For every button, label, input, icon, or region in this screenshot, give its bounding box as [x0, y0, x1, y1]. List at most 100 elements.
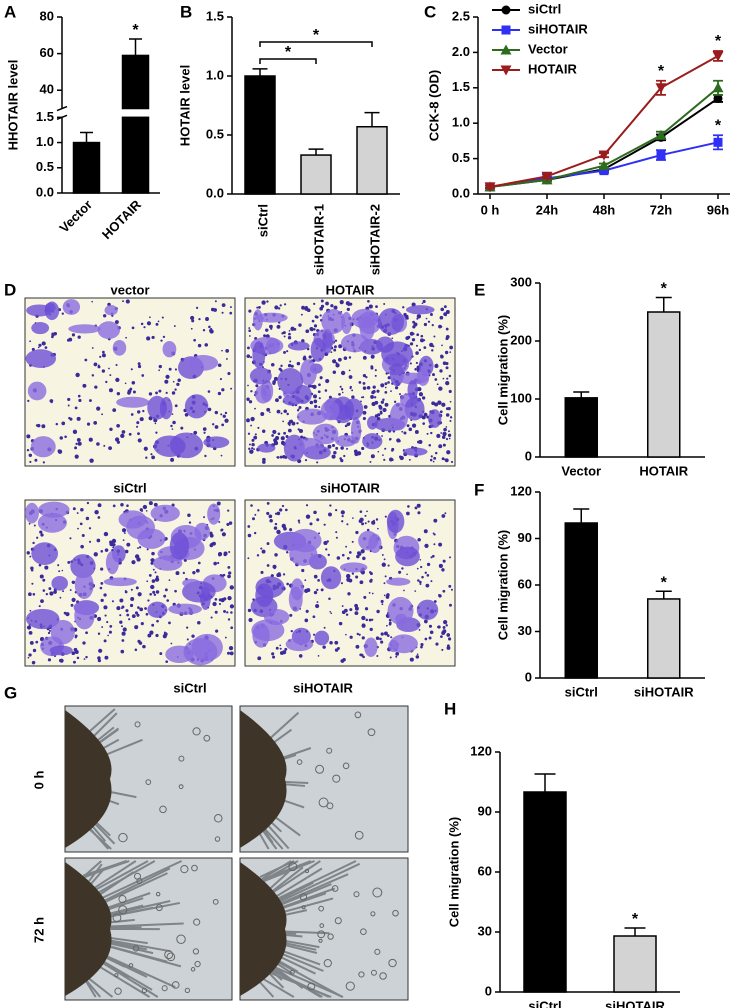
cell-cluster — [252, 623, 270, 648]
cell-dot — [148, 501, 153, 506]
cell-dot — [58, 659, 62, 662]
cell-dot — [313, 394, 317, 399]
cell-dot — [319, 376, 323, 380]
cell-dot — [168, 367, 172, 371]
cell-process — [102, 897, 144, 912]
cell-dot — [361, 623, 366, 627]
cell-cluster — [395, 546, 420, 567]
cell-dot — [137, 362, 141, 366]
cell-dot — [227, 618, 231, 621]
cell-cluster — [191, 633, 223, 661]
cell-dot — [336, 556, 341, 560]
cell — [118, 905, 128, 915]
cell-dot — [384, 391, 388, 394]
cell-dot — [66, 338, 70, 342]
cell-cluster — [31, 542, 59, 566]
cell-dot — [296, 409, 300, 412]
cell-dot — [384, 402, 389, 407]
cell — [296, 759, 303, 765]
cell — [354, 711, 362, 719]
cell-dot — [108, 367, 110, 370]
cell-dot — [223, 551, 228, 556]
cell-cluster — [25, 349, 57, 369]
cell — [164, 950, 174, 960]
cell-dot — [217, 363, 222, 368]
cell-dot — [203, 516, 206, 519]
significance: * — [285, 44, 292, 61]
cell-dot — [376, 609, 380, 614]
y-tick-label: 1.5 — [206, 8, 224, 23]
cell — [178, 784, 184, 790]
cell-dot — [351, 540, 354, 543]
significance: * — [715, 33, 722, 50]
cell-dot — [448, 584, 452, 588]
bar — [121, 116, 150, 194]
cell-dot — [119, 620, 123, 624]
micrograph — [244, 499, 456, 667]
cell-dot — [271, 652, 275, 656]
cell-dot — [27, 656, 30, 659]
cell — [184, 987, 191, 994]
panel-letter: A — [4, 2, 16, 21]
cell-dot — [47, 658, 52, 662]
cell-dot — [362, 396, 365, 399]
cell-dot — [209, 531, 213, 535]
cell-dot — [287, 421, 291, 426]
cell-dot — [445, 366, 449, 370]
cell-dot — [195, 306, 199, 310]
cell-dot — [348, 356, 352, 359]
cell-dot — [112, 408, 117, 413]
y-tick-label: 0.0 — [206, 185, 224, 200]
cell-cluster — [26, 608, 60, 630]
cell-dot — [303, 355, 307, 359]
cell-dot — [386, 624, 388, 627]
cell-dot — [125, 336, 127, 339]
cell — [192, 727, 201, 736]
cell-dot — [288, 332, 291, 336]
cell-dot — [402, 306, 405, 309]
cell-dot — [77, 335, 81, 339]
cell-dot — [369, 461, 372, 463]
cell-dot — [417, 538, 421, 542]
cell-dot — [214, 598, 218, 601]
cell-process — [104, 906, 154, 919]
cell-dot — [248, 329, 251, 333]
cell-dot — [345, 301, 351, 306]
cell — [214, 836, 221, 842]
cell-dot — [89, 399, 92, 402]
cell-dot — [130, 413, 134, 416]
cell-dot — [227, 651, 231, 655]
cell-dot — [418, 348, 422, 352]
cell-dot — [138, 546, 142, 549]
cell-dot — [277, 432, 281, 436]
image-title: vector — [110, 282, 149, 297]
cell-dot — [49, 399, 54, 403]
cell — [374, 948, 381, 955]
cell-dot — [442, 377, 445, 380]
cell-dot — [122, 627, 127, 632]
cell-dot — [93, 420, 98, 425]
cell-process — [262, 977, 295, 998]
cell-dot — [270, 362, 275, 367]
cell-dot — [221, 349, 223, 352]
cell-dot — [379, 410, 383, 413]
cell-dot — [381, 603, 384, 606]
cell-dot — [58, 570, 61, 573]
cell-dot — [443, 305, 447, 309]
cell-dot — [109, 427, 113, 432]
cell-dot — [313, 328, 316, 331]
cell-dot — [391, 337, 394, 340]
cell-dot — [116, 606, 121, 611]
cell-dot — [298, 654, 303, 658]
cell-dot — [151, 560, 154, 562]
cell-dot — [134, 648, 138, 652]
cell-dot — [278, 367, 282, 371]
cell-cluster — [126, 515, 156, 540]
cell-cluster — [320, 566, 342, 590]
cell-dot — [343, 454, 346, 458]
cell-dot — [442, 626, 446, 629]
cell-dot — [352, 517, 354, 519]
cell-dot — [423, 529, 428, 534]
cell — [191, 864, 198, 872]
cell — [323, 959, 332, 968]
